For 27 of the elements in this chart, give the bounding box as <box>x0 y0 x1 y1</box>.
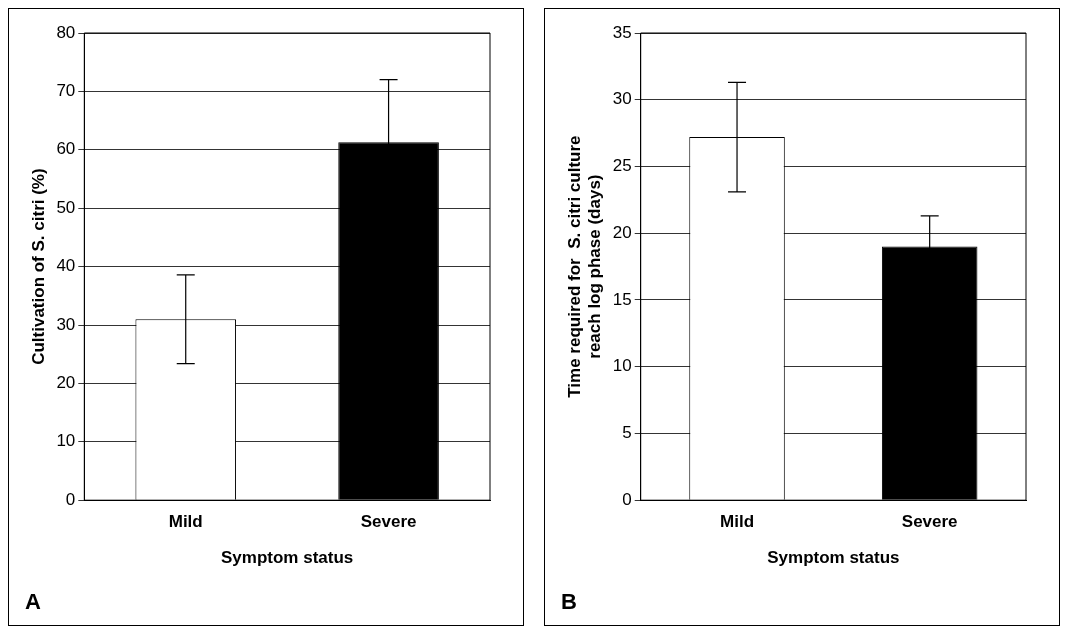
y-tick-label: 70 <box>56 81 76 101</box>
y-tick-label: 60 <box>56 139 76 159</box>
x-tick-label: Mild <box>168 512 203 532</box>
y-tick-label: 80 <box>56 22 76 42</box>
y-tick-label: 0 <box>622 489 632 509</box>
y-tick-label: 10 <box>56 431 76 451</box>
y-tick-label: 25 <box>612 156 632 176</box>
y-tick-label: 20 <box>612 222 632 242</box>
y-tick-label: 50 <box>56 197 76 217</box>
y-axis-title: Cultivation of S. citri (%) <box>28 168 48 365</box>
y-tick-label: 30 <box>612 89 632 109</box>
text: A <box>25 589 41 615</box>
x-tick-label: Mild <box>720 512 755 532</box>
y-axis-title: Time required for S. citri culture reach log phase (days) <box>564 135 605 398</box>
x-tick-label: Severe <box>360 512 417 532</box>
y-tick-label: 30 <box>56 314 76 334</box>
y-tick-label: 5 <box>622 423 632 443</box>
x-tick-label: Severe <box>901 512 958 532</box>
x-axis-title: Symptom status <box>221 548 354 568</box>
y-tick-label: 20 <box>56 373 76 393</box>
y-tick-label: 40 <box>56 256 76 276</box>
y-tick-label: 10 <box>612 356 632 376</box>
x-axis-title: Symptom status <box>767 548 900 568</box>
text: B <box>561 589 577 615</box>
y-tick-label: 15 <box>612 289 632 309</box>
y-tick-label: 0 <box>65 489 76 509</box>
y-tick-label: 35 <box>612 22 632 42</box>
